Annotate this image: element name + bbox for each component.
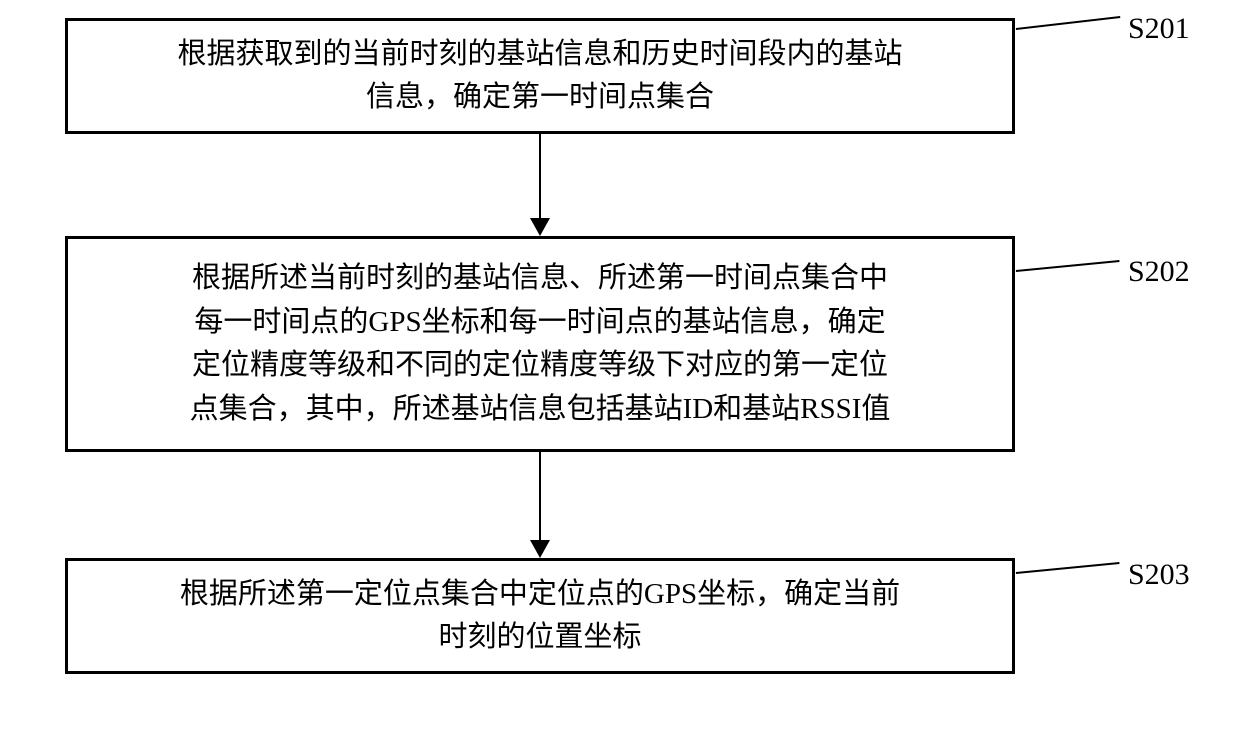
arrow-line-1 [539,134,541,220]
step-box-s202: 根据所述当前时刻的基站信息、所述第一时间点集合中 每一时间点的GPS坐标和每一时… [65,236,1015,452]
step-box-s203: 根据所述第一定位点集合中定位点的GPS坐标，确定当前 时刻的位置坐标 [65,558,1015,674]
step-text-s203: 根据所述第一定位点集合中定位点的GPS坐标，确定当前 时刻的位置坐标 [180,573,900,660]
step-label-s201: S201 [1128,12,1190,46]
step-text-s202: 根据所述当前时刻的基站信息、所述第一时间点集合中 每一时间点的GPS坐标和每一时… [190,257,891,431]
leader-line-s202 [1016,260,1120,272]
leader-line-s203 [1016,562,1120,574]
arrow-line-2 [539,452,541,542]
step-text-s201: 根据获取到的当前时刻的基站信息和历史时间段内的基站 信息，确定第一时间点集合 [177,33,902,120]
arrow-head-2 [530,540,550,558]
step-label-s203: S203 [1128,558,1190,592]
leader-line-s201 [1016,16,1120,30]
step-box-s201: 根据获取到的当前时刻的基站信息和历史时间段内的基站 信息，确定第一时间点集合 [65,18,1015,134]
arrow-head-1 [530,218,550,236]
flowchart-canvas: 根据获取到的当前时刻的基站信息和历史时间段内的基站 信息，确定第一时间点集合 S2… [0,0,1240,738]
step-label-s202: S202 [1128,255,1190,289]
